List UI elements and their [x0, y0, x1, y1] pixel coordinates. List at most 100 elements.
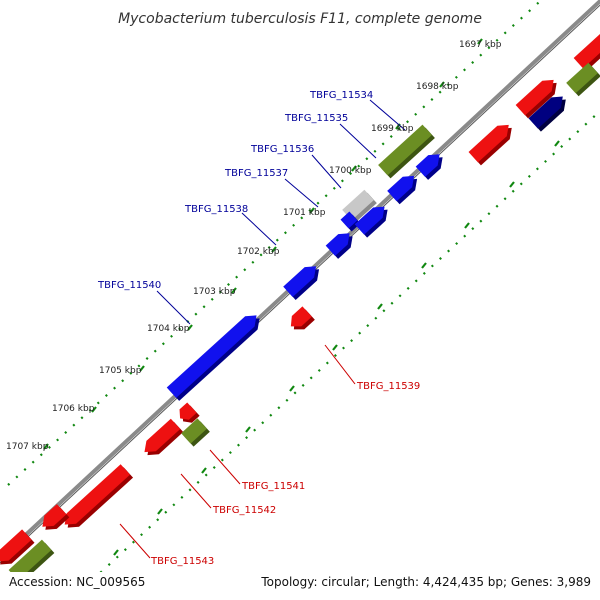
gene-tbfg-11542[interactable] [64, 464, 134, 528]
label-leader-line [311, 154, 342, 189]
label-leader-line [339, 123, 377, 159]
scale-major-tick [477, 38, 483, 45]
scale-major-tick [201, 467, 207, 474]
gene-body [468, 124, 509, 163]
scale-tick-label: 1707 kbp [6, 442, 49, 452]
gene-track [0, 33, 600, 584]
gene-red-outer-3[interactable] [0, 529, 35, 565]
gene-body [340, 211, 358, 229]
gene-red-inner-2[interactable] [515, 79, 557, 119]
label-leader-line [119, 523, 151, 559]
label-leader-line [369, 99, 406, 131]
gene-red-inner-top[interactable] [573, 33, 600, 72]
label-leader-line [284, 178, 319, 208]
scale-tick-label: 1703 kbp [193, 287, 236, 297]
scale-major-tick [157, 508, 163, 515]
gene-body [387, 175, 415, 202]
gene-body [179, 402, 197, 420]
scale-tick-label: 1702 kbp [237, 247, 280, 257]
gene-label-tbfg-11539[interactable]: TBFG_11539 [356, 381, 420, 392]
gene-label-tbfg-11537[interactable]: TBFG_11537 [224, 168, 288, 179]
gene-label-tbfg-11535[interactable]: TBFG_11535 [284, 113, 348, 124]
scale-tick-label: 1706 kbp [52, 404, 95, 414]
gene-label-tbfg-11541[interactable]: TBFG_11541 [241, 481, 305, 492]
topology-text: Topology: circular; Length: 4,424,435 bp… [260, 575, 591, 589]
gene-olive-inner-top[interactable] [566, 62, 600, 97]
gene-tbfg-11539[interactable] [290, 306, 315, 330]
gene-body [0, 529, 32, 562]
label-leader-line [209, 449, 241, 485]
gene-body [354, 206, 385, 235]
gene-tbfg-11540[interactable] [166, 315, 260, 401]
gene-body [283, 266, 317, 297]
scale-major-tick [509, 181, 515, 188]
scale-major-tick [91, 406, 97, 413]
scale-ruler [7, 0, 600, 600]
scale-major-tick [231, 287, 237, 294]
gene-navy[interactable] [528, 96, 566, 132]
label-leader-line [156, 290, 191, 325]
gene-label-tbfg-11536[interactable]: TBFG_11536 [250, 144, 314, 155]
gene-body [42, 504, 67, 527]
scale-tick-labels: 1697 kbp 1698 kbp 1699 kbp 1700 kbp 1701 kbp… [6, 40, 502, 452]
outer-scale-dots [7, 0, 544, 486]
gene-body [415, 154, 440, 177]
gene-tbfg-11538[interactable] [283, 266, 320, 300]
gene-body [166, 315, 257, 398]
scale-tick-label: 1697 kbp [459, 40, 502, 50]
scale-major-tick [377, 303, 383, 310]
gene-red-inner-3[interactable] [468, 124, 512, 166]
gene-tbfg-11535[interactable] [387, 175, 418, 205]
gene-red-inner-left[interactable] [42, 504, 70, 530]
scale-tick-label: 1698 kbp [416, 82, 459, 92]
scale-major-tick [554, 140, 560, 147]
gene-tbfg-11536[interactable] [354, 206, 388, 238]
gene-body [8, 539, 52, 581]
gene-labels: TBFG_11534 TBFG_11535 TBFG_11536 TBFG_11… [97, 90, 420, 567]
gene-body [573, 33, 600, 69]
scale-major-tick [421, 262, 427, 269]
scale-major-tick [332, 344, 338, 351]
gene-body [528, 96, 563, 129]
gene-body [378, 124, 432, 176]
scale-tick-label: 1705 kbp [99, 366, 142, 376]
accession-text: Accession: NC_009565 [9, 575, 145, 589]
gene-blue-small[interactable] [340, 211, 361, 232]
gene-red-outer-1[interactable] [179, 402, 200, 423]
gene-body [515, 79, 554, 116]
gene-body [64, 464, 131, 525]
gene-body [144, 418, 181, 453]
scale-major-tick [139, 365, 145, 372]
gene-label-tbfg-11540[interactable]: TBFG_11540 [97, 280, 161, 291]
gene-body [325, 233, 350, 256]
scale-major-tick [464, 222, 470, 229]
gene-label-tbfg-11543[interactable]: TBFG_11543 [150, 556, 214, 567]
label-leader-line [324, 344, 356, 385]
scale-tick-label: 1701 kbp [283, 208, 326, 218]
gene-label-tbfg-11538[interactable]: TBFG_11538 [184, 204, 248, 215]
scale-major-tick [187, 324, 193, 331]
scale-tick-label: 1700 kbp [329, 166, 372, 176]
map-title: Mycobacterium tuberculosis F11, complete… [118, 11, 482, 27]
label-leader-line [180, 473, 212, 509]
scale-major-tick [439, 81, 445, 88]
gene-tbfg-11534-blue[interactable] [415, 154, 443, 180]
gene-body [290, 306, 312, 327]
gene-tbfg-11541[interactable] [181, 418, 210, 447]
label-leader-line [241, 212, 277, 246]
gene-body [181, 418, 207, 444]
gene-label-tbfg-11542[interactable]: TBFG_11542 [212, 505, 276, 516]
scale-major-tick [245, 426, 251, 433]
scale-major-tick [289, 385, 295, 392]
gene-label-tbfg-11534[interactable]: TBFG_11534 [309, 90, 373, 101]
gene-blue-inner[interactable] [325, 233, 353, 259]
scale-major-tick [351, 165, 357, 172]
scale-major-tick [271, 246, 277, 253]
inner-scale-dots [69, 109, 600, 600]
scale-major-tick [113, 549, 119, 556]
gene-tbfg-11534-olive[interactable] [378, 124, 435, 179]
scale-major-tick [43, 443, 49, 450]
scale-tick-label: 1699 kbp [371, 124, 414, 134]
gene-red-outer-2[interactable] [144, 418, 184, 456]
scale-major-tick [309, 207, 315, 214]
